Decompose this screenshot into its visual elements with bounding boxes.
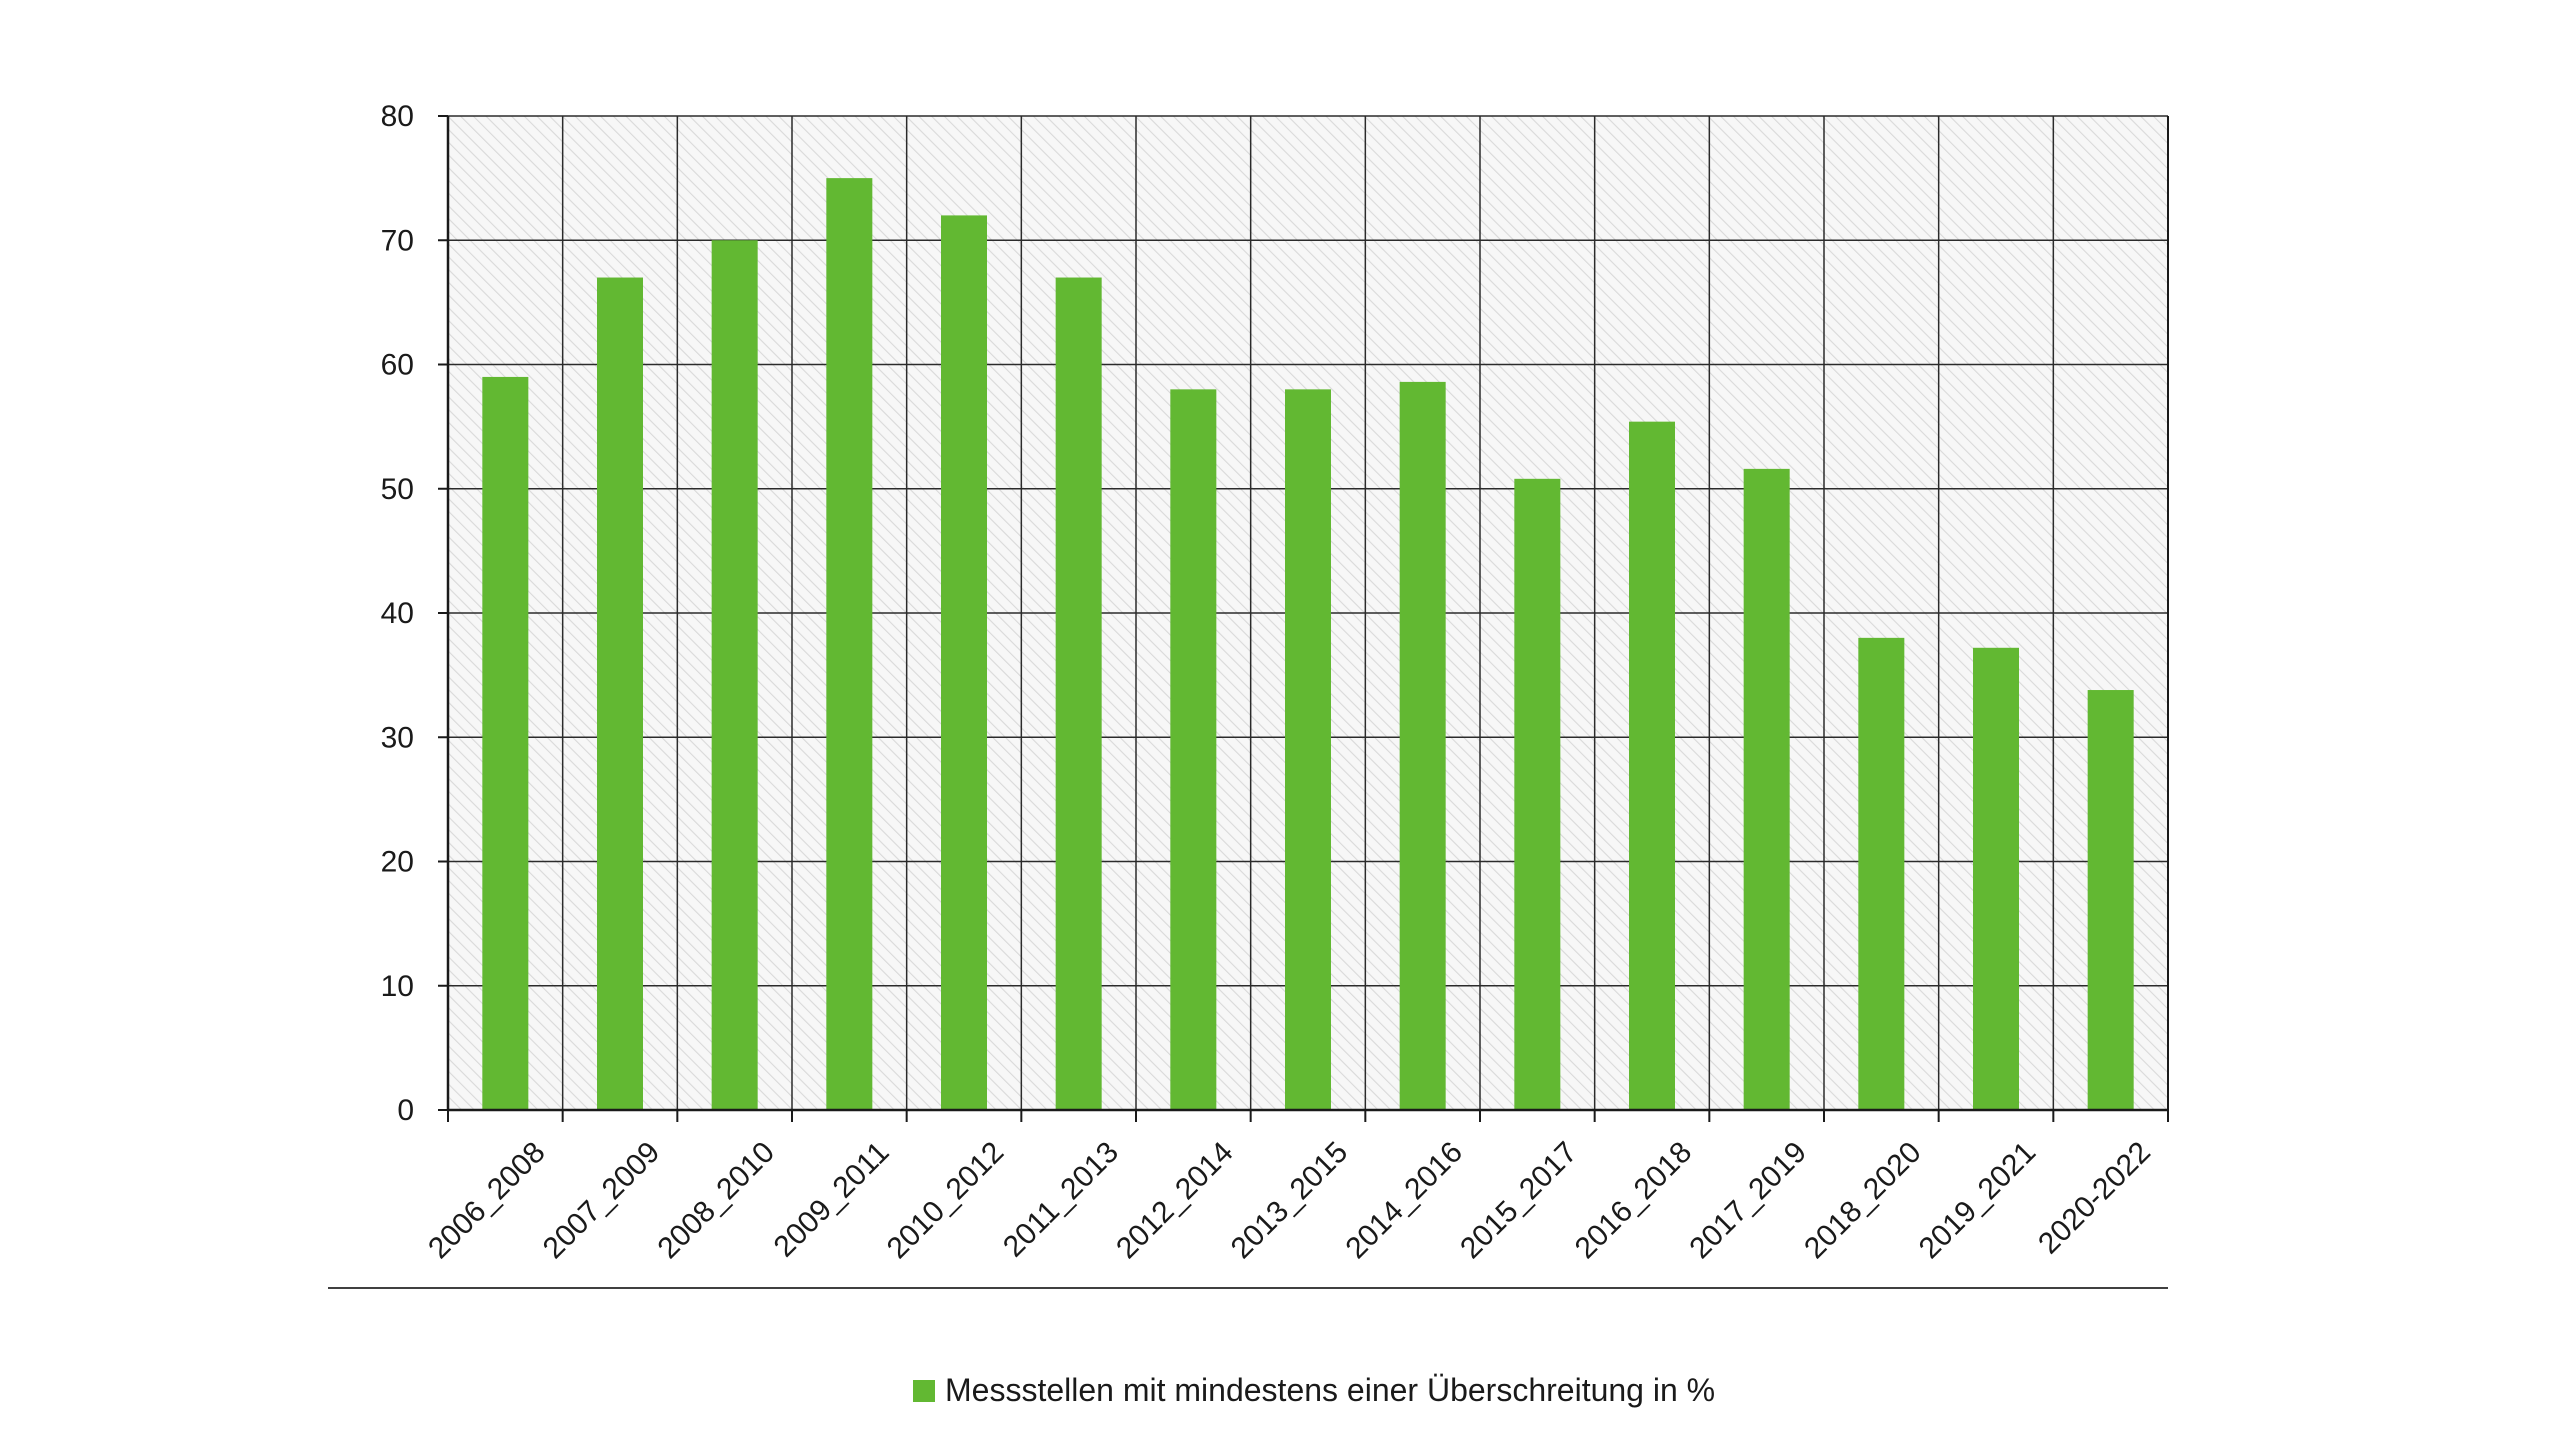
bar-2014_2016 [1399,381,1446,1110]
x-tick-label: 2011_2013 [997,1136,1125,1264]
x-tick-label: 2007_2009 [537,1136,667,1266]
y-tick-label: 50 [381,473,414,506]
bar-2015_2017 [1514,478,1561,1110]
y-tick-label: 10 [381,970,414,1003]
bar-2016_2018 [1629,421,1675,1110]
bar-2007_2009 [597,277,643,1110]
bar-2018_2020 [1858,637,1905,1110]
y-tick-label: 40 [381,597,414,630]
x-tick-label: 2017_2019 [1683,1136,1813,1266]
bar-2010_2012 [941,215,987,1110]
bar-2006_2008 [482,376,529,1110]
y-tick-label: 0 [397,1094,414,1127]
bar-2013_2015 [1285,389,1331,1111]
x-tick-label: 2019_2021 [1913,1136,2043,1266]
bar-2012_2014 [1170,389,1217,1111]
x-tick-label: 2020-2022 [2032,1136,2157,1261]
bar-2020-2022 [2087,690,2134,1110]
y-tick-label: 80 [381,100,414,133]
x-tick-label: 2012_2014 [1110,1136,1240,1266]
bar-2011_2013 [1055,277,1102,1110]
x-tick-labels: 2006_20082007_20092008_20102009_20112010… [422,1136,2157,1266]
y-tick-label: 30 [381,721,414,754]
x-tick-label: 2009_2011 [768,1136,896,1264]
x-tick-label: 2013_2015 [1225,1136,1355,1266]
legend-label: Messstellen mit mindestens einer Übersch… [945,1372,1715,1408]
y-tick-labels: 0 10 20 30 40 50 60 70 80 [381,100,414,1127]
y-tick-label: 20 [381,846,414,879]
x-tick-label: 2006_2008 [422,1136,552,1266]
x-tick-label: 2010_2012 [881,1136,1011,1266]
legend-swatch [913,1380,935,1402]
bar-2009_2011 [826,178,873,1110]
y-tick-label: 60 [381,349,414,382]
axes [438,115,2169,1122]
x-tick-label: 2016_2018 [1569,1136,1699,1266]
x-tick-label: 2014_2016 [1339,1136,1469,1266]
bar-2017_2019 [1743,468,1790,1110]
y-tick-label: 70 [381,224,414,257]
bar-2019_2021 [1973,647,2019,1110]
legend: Messstellen mit mindestens einer Übersch… [913,1372,1715,1408]
bar-2008_2010 [711,240,758,1110]
x-tick-label: 2008_2010 [651,1136,781,1266]
x-tick-label: 2018_2020 [1798,1136,1928,1266]
x-tick-label: 2015_2017 [1454,1136,1584,1266]
bars [482,178,2134,1111]
